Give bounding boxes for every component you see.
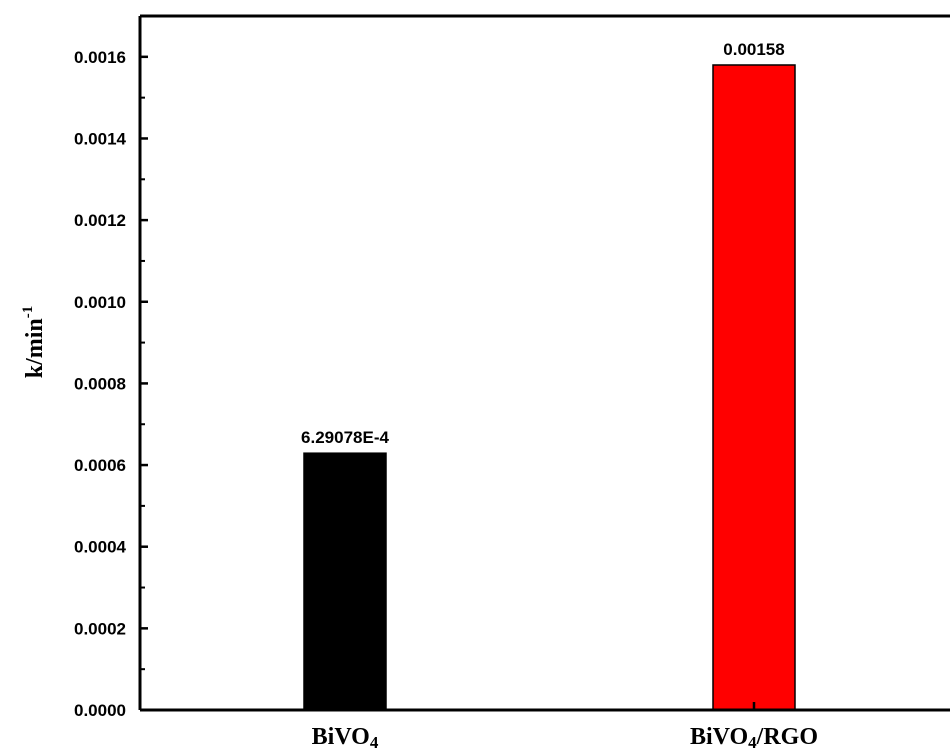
x-category-label: BiVO4 — [312, 724, 379, 751]
bar — [712, 64, 796, 711]
y-axis-title-main: k/min — [22, 318, 48, 378]
y-tick-label: 0.0000 — [74, 701, 126, 720]
y-tick-label: 0.0016 — [74, 48, 126, 67]
plot-area: 0.0000 0.0002 0.0004 0.0006 0.0008 0.0010 0.00… — [74, 40, 818, 751]
bar — [303, 452, 387, 711]
y-axis-title: k/min-1 — [20, 306, 48, 379]
y-tick-label: 0.0012 — [74, 211, 126, 230]
y-tick-label: 0.0006 — [74, 456, 126, 475]
y-axis-title-superscript: -1 — [20, 306, 36, 319]
y-tick-label: 0.0004 — [74, 538, 127, 557]
bar-data-label: 0.00158 — [723, 40, 784, 59]
y-tick-label: 0.0014 — [74, 129, 127, 148]
x-category-label: BiVO4/RGO — [690, 724, 818, 751]
y-tick-label: 0.0008 — [74, 374, 126, 393]
y-tick-label: 0.0010 — [74, 293, 126, 312]
bar-data-label: 6.29078E-4 — [301, 428, 389, 447]
y-tick-label: 0.0002 — [74, 619, 126, 638]
